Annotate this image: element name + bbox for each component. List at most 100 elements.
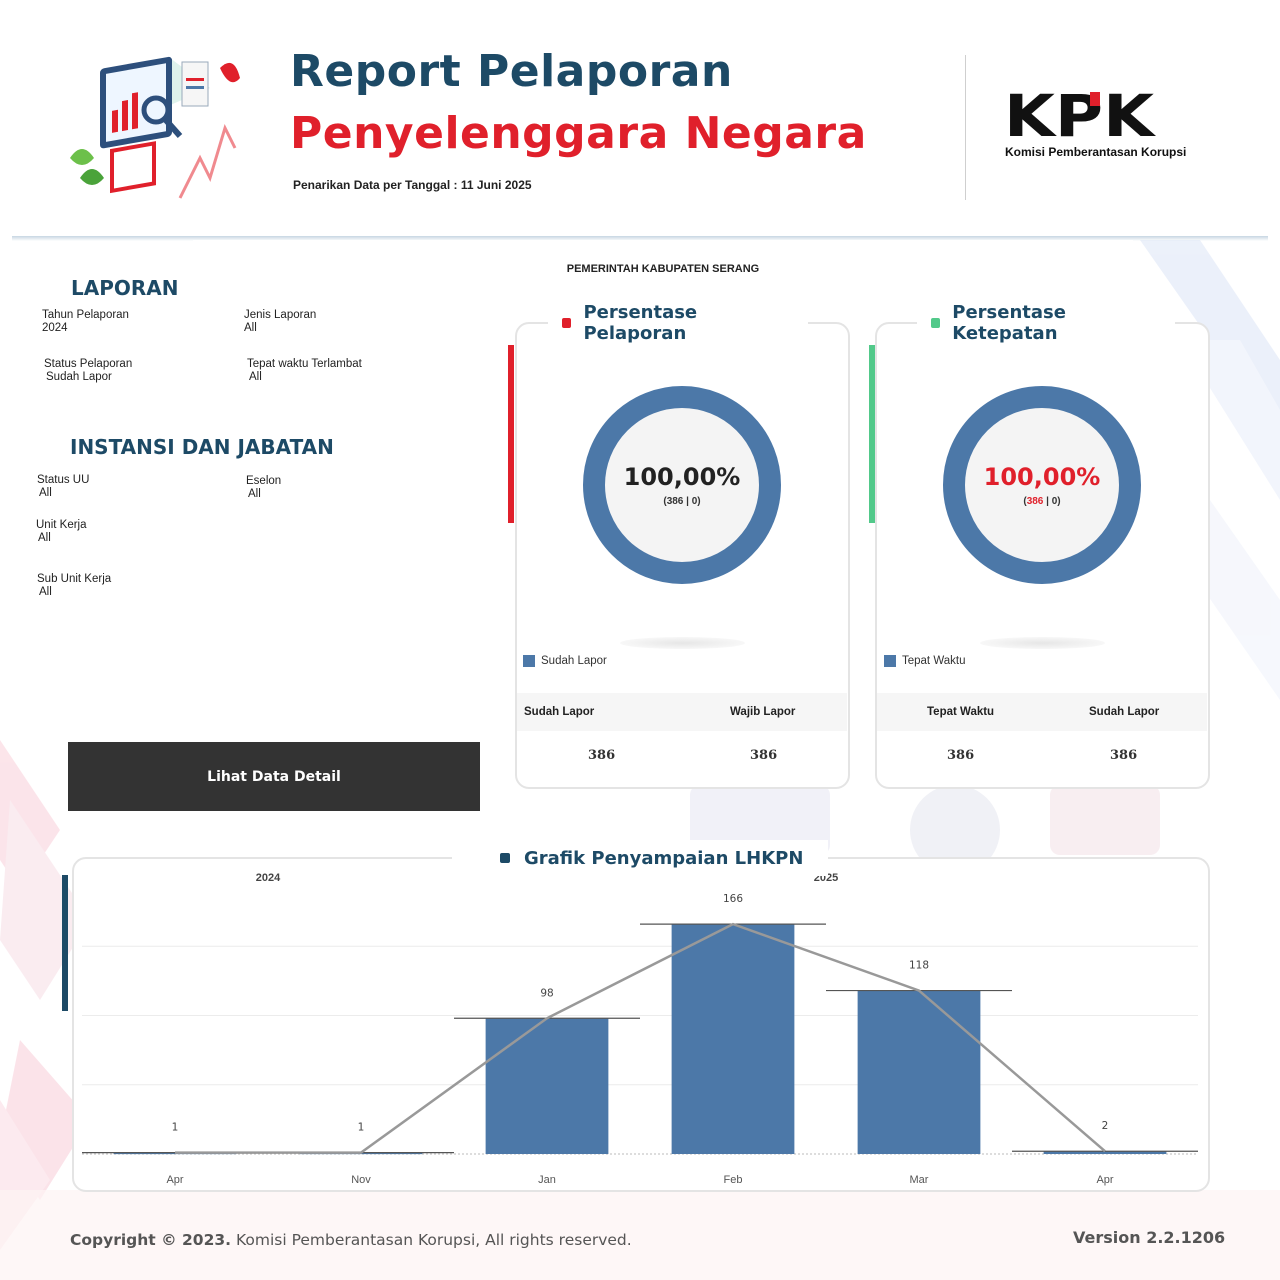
filter-value[interactable]: All — [249, 371, 262, 383]
kpk-logo: KPK — [1004, 86, 1156, 142]
report-illustration-icon — [70, 56, 240, 199]
filter-value[interactable]: All — [38, 532, 51, 544]
filter-value[interactable]: All — [39, 487, 52, 499]
stat-col2-value: 386 — [750, 748, 778, 763]
filter-label: Status UU — [37, 474, 90, 486]
data-label: 1 — [358, 1122, 365, 1134]
filter-value[interactable]: All — [244, 322, 257, 334]
x-tick-label: Jan — [538, 1174, 556, 1186]
filter-label: Jenis Laporan — [244, 309, 317, 321]
ketepatan-donut — [943, 386, 1141, 584]
header-shadow — [12, 236, 1268, 241]
stat-col2-label: Wajib Lapor — [730, 706, 796, 718]
pelaporan-donut-label: 100,00% (386 | 0) — [582, 463, 782, 509]
report-subtitle: Penyelenggara Negara — [290, 108, 867, 159]
data-label: 98 — [540, 987, 553, 999]
copyright-text: Komisi Pemberantasan Korupsi, All rights… — [231, 1231, 632, 1249]
copyright-notice: Copyright © 2023. Komisi Pemberantasan K… — [70, 1231, 632, 1249]
pelaporan-stat-values: 386 386 — [517, 737, 847, 777]
ketepatan-legend: Tepat Waktu — [884, 655, 966, 667]
filter-unit-kerja[interactable]: Unit Kerja All — [36, 519, 87, 545]
data-label: 166 — [723, 893, 743, 905]
legend-label: Sudah Lapor — [541, 655, 607, 667]
legend-swatch — [884, 655, 896, 667]
version-label: Version 2.2.1206 — [1073, 1228, 1226, 1247]
stat-col1-label: Sudah Lapor — [524, 706, 595, 718]
x-tick-label: Feb — [724, 1174, 743, 1186]
ketepatan-title-text: Persentase Ketepatan — [952, 302, 1066, 344]
filter-value[interactable]: 2024 — [42, 322, 68, 334]
fraction-a: 386 — [666, 496, 684, 507]
filter-label: Eselon — [246, 475, 282, 487]
filter-jenis-laporan[interactable]: Jenis Laporan All — [244, 309, 316, 335]
stat-col1-label: Tepat Waktu — [927, 706, 995, 718]
view-detail-button[interactable]: Lihat Data Detail — [68, 742, 480, 811]
filter-status-uu[interactable]: Status UU All — [37, 474, 89, 500]
organization-banner: PEMERINTAH KABUPATEN SERANG — [193, 240, 1133, 300]
pelaporan-stat-header: Sudah Lapor Wajib Lapor — [517, 693, 847, 731]
chart-bar — [1043, 1151, 1167, 1154]
data-label: 2 — [1102, 1120, 1109, 1132]
red-dot-icon — [562, 318, 572, 328]
filter-value[interactable]: Sudah Lapor — [46, 371, 112, 383]
data-pull-date: Penarikan Data per Tanggal : 11 Juni 202… — [293, 178, 532, 192]
filter-tepat-waktu[interactable]: Tepat waktu Terlambat All — [247, 358, 362, 384]
filter-tahun-pelaporan[interactable]: Tahun Pelaporan 2024 — [42, 309, 129, 335]
fraction-b: 0 — [691, 496, 698, 507]
filter-label: Unit Kerja — [36, 519, 87, 531]
green-dot-icon — [931, 318, 941, 328]
pelaporan-legend: Sudah Lapor — [523, 655, 607, 667]
group-label: 2024 — [256, 872, 281, 884]
filter-backdrop — [240, 307, 445, 357]
ketepatan-card-title: Persentase Ketepatan — [917, 302, 1175, 344]
chart-bar — [485, 1018, 609, 1154]
filter-status-pelaporan[interactable]: Status Pelaporan Sudah Lapor — [44, 358, 132, 384]
chart-title-text: Grafik Penyampaian LHKPN — [524, 847, 804, 869]
x-tick-label: Nov — [351, 1174, 371, 1186]
donut-shadow — [620, 637, 745, 649]
header-divider — [965, 55, 966, 200]
stat-col1-value: 386 — [588, 748, 616, 763]
x-tick-label: Mar — [910, 1174, 929, 1186]
ketepatan-percent: 100,00% — [983, 463, 1101, 491]
filter-sub-unit-kerja[interactable]: Sub Unit Kerja All — [37, 573, 111, 599]
organization-name: PEMERINTAH KABUPATEN SERANG — [566, 263, 760, 275]
filter-value[interactable]: All — [39, 586, 52, 598]
legend-label: Tepat Waktu — [902, 655, 966, 667]
x-tick-label: Apr — [1096, 1174, 1113, 1186]
stat-col2-label: Sudah Lapor — [1089, 706, 1160, 718]
ketepatan-accent-bar — [869, 345, 875, 523]
stat-col2-value: 386 — [1110, 748, 1138, 763]
legend-swatch — [523, 655, 535, 667]
chart-bar — [857, 990, 981, 1154]
pelaporan-donut — [583, 386, 781, 584]
donut-shadow — [980, 637, 1105, 649]
svg-text:KPK: KPK — [1004, 86, 1156, 142]
filter-label: Tahun Pelaporan — [42, 309, 129, 321]
fraction-sep: | — [1043, 496, 1052, 507]
trend-line — [175, 922, 1106, 1154]
data-label: 118 — [909, 960, 929, 972]
ketepatan-fraction: (386 | 0) — [1023, 496, 1061, 507]
pelaporan-card-title: Persentase Pelaporan — [548, 302, 808, 344]
chart-accent-bar — [62, 875, 68, 1011]
chart-bar — [671, 924, 795, 1154]
ketepatan-stat-header: Tepat Waktu Sudah Lapor — [877, 693, 1207, 731]
pelaporan-title-text: Persentase Pelaporan — [583, 302, 698, 344]
fraction-b: 0 — [1051, 496, 1058, 507]
filter-value[interactable]: All — [248, 488, 261, 500]
chart-title: Grafik Penyampaian LHKPN — [452, 840, 828, 876]
copyright-prefix: Copyright © 2023. — [70, 1231, 232, 1249]
ketepatan-stat-values: 386 386 — [877, 737, 1207, 777]
filter-eselon[interactable]: Eselon All — [246, 475, 281, 501]
filter-label: Status Pelaporan — [44, 358, 133, 370]
laporan-heading: LAPORAN — [71, 276, 179, 300]
header: Report Pelaporan Penyelenggara Negara Pe… — [0, 0, 1280, 238]
report-title: Report Pelaporan — [290, 46, 733, 97]
fraction-sep: | — [683, 496, 692, 507]
pelaporan-accent-bar — [508, 345, 514, 523]
ketepatan-donut-label: 100,00% (386 | 0) — [942, 463, 1142, 509]
stat-col1-value: 386 — [947, 748, 975, 763]
navy-dot-icon — [500, 853, 510, 863]
